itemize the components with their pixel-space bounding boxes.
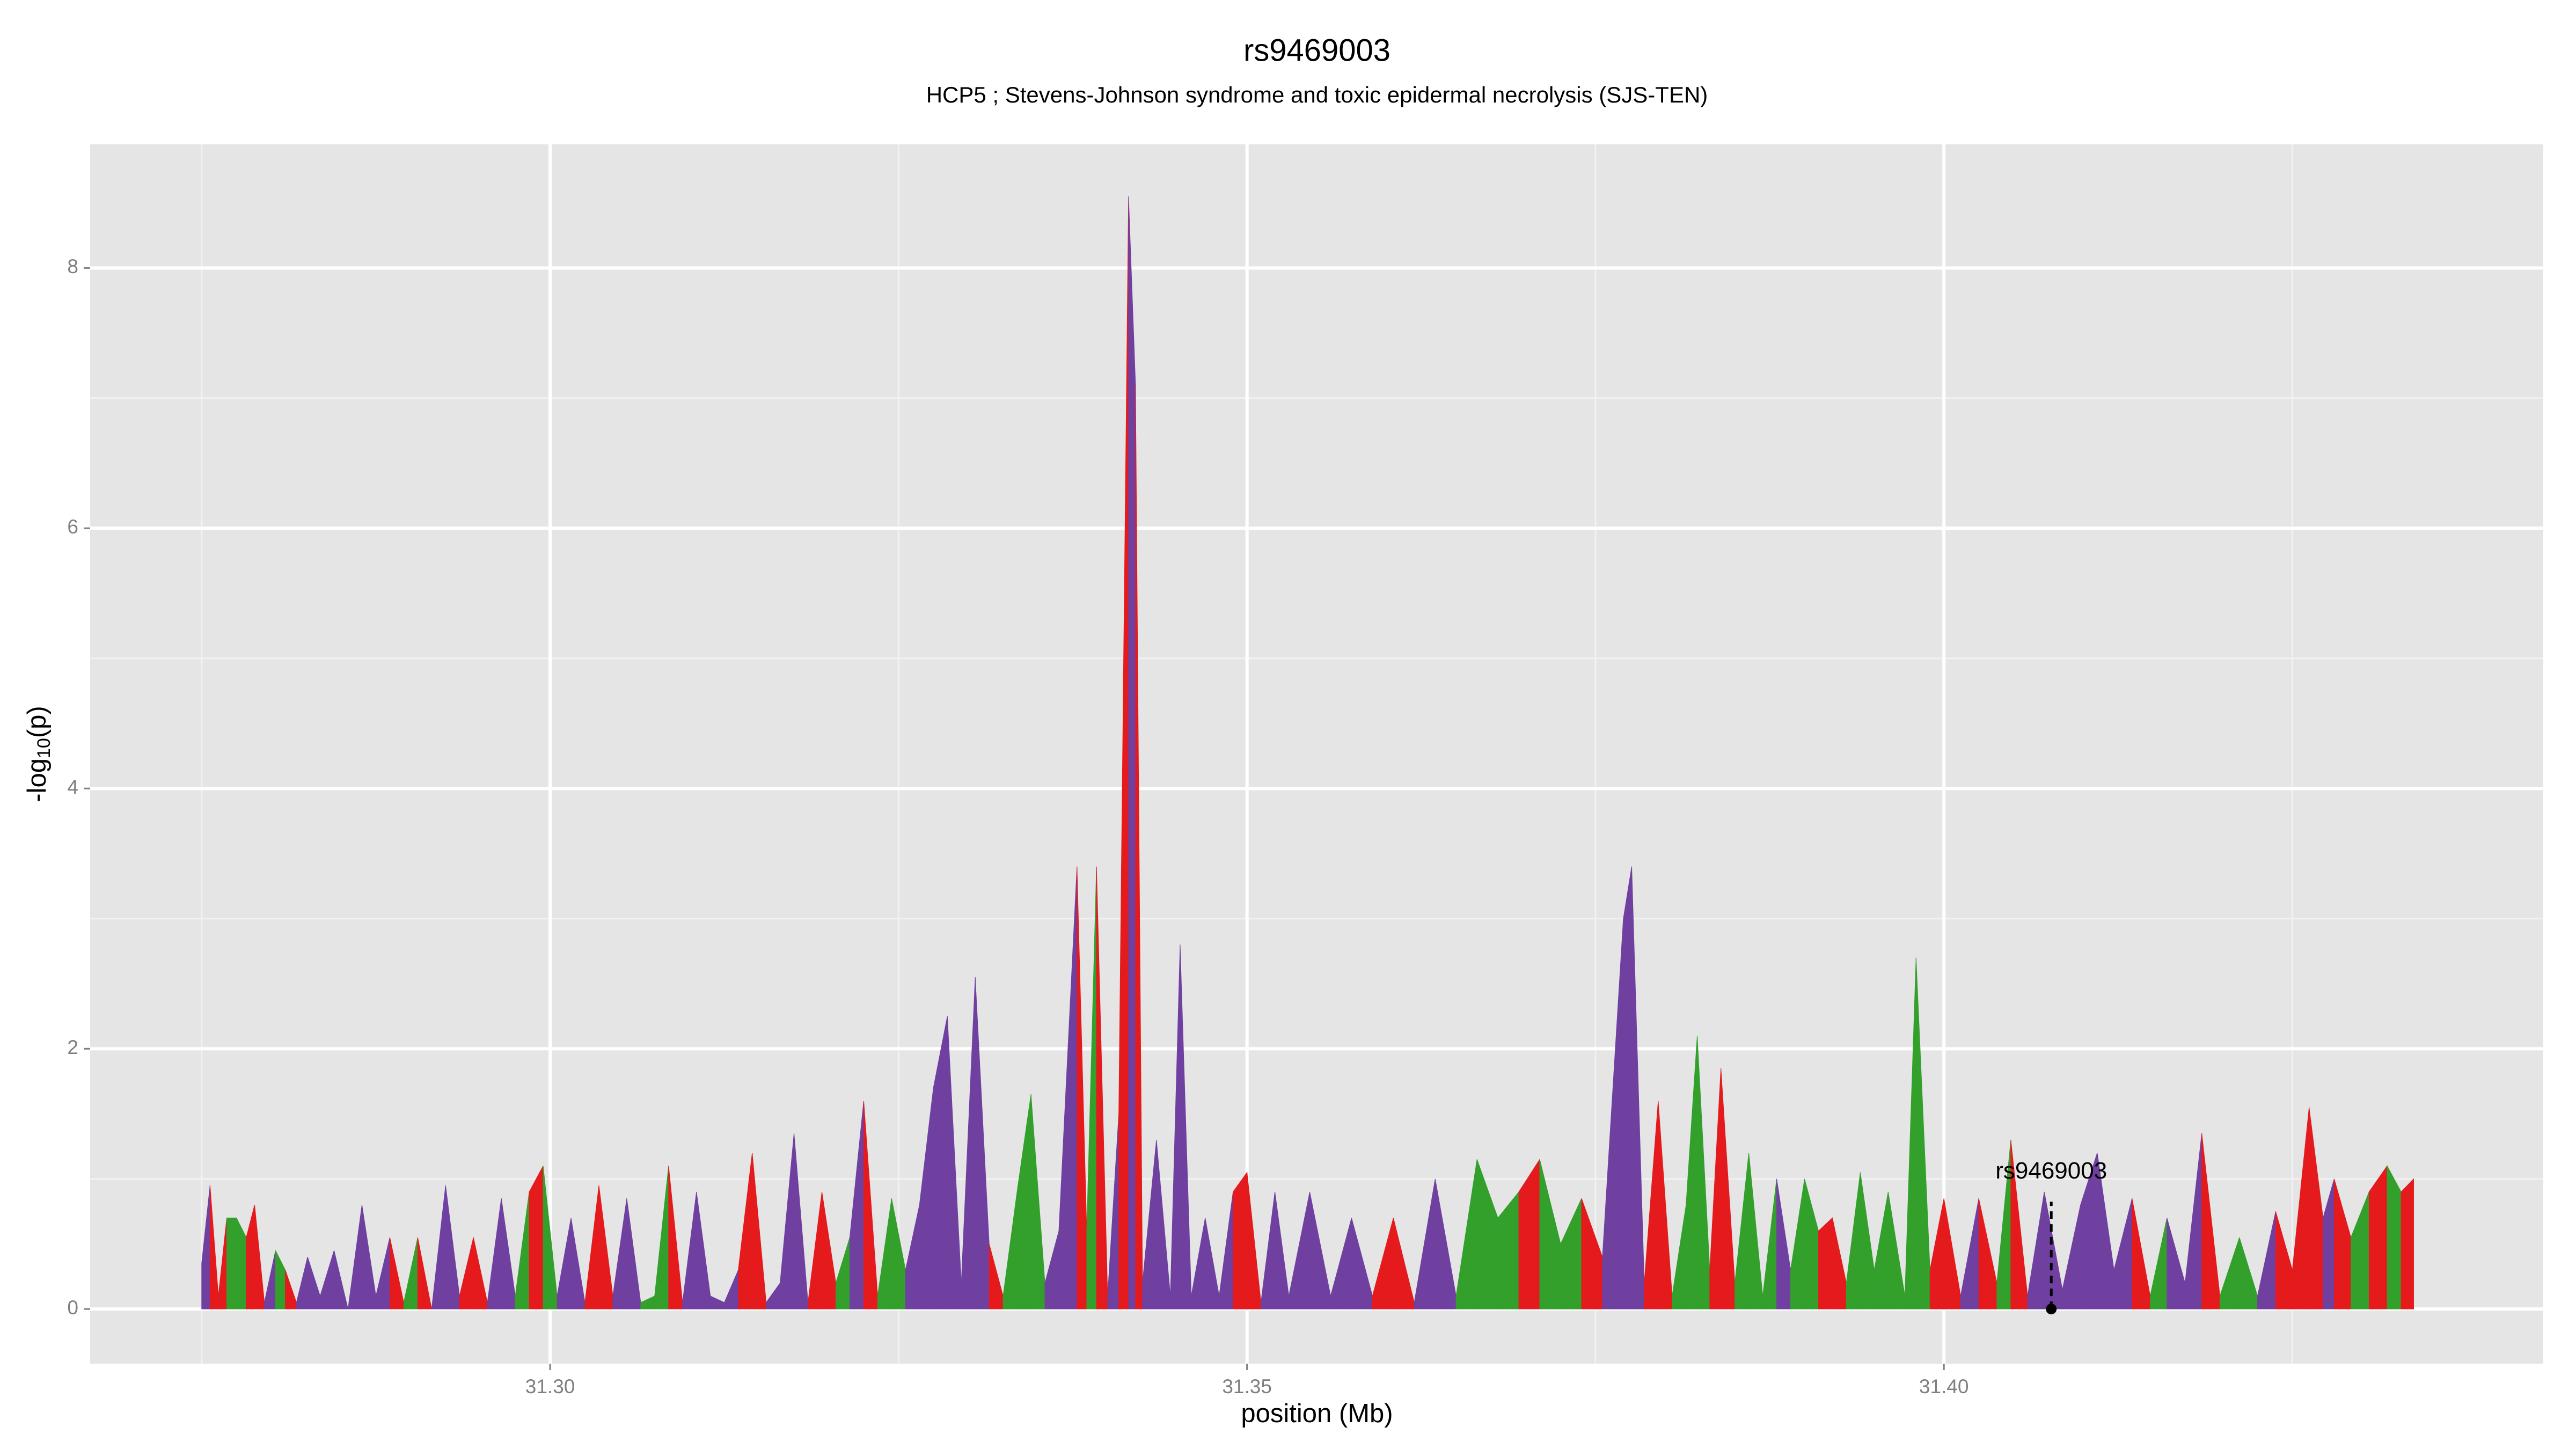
chart-title: rs9469003 — [1243, 33, 1391, 68]
area-segment — [417, 1237, 432, 1309]
area-segment — [1623, 866, 1632, 1309]
x-tick-label: 31.40 — [1919, 1375, 1969, 1397]
y-tick-label: 4 — [67, 776, 78, 798]
y-axis-title-tail: (p) — [23, 706, 52, 738]
y-tick-label: 0 — [67, 1297, 78, 1319]
y-axis-title-sub: 10 — [34, 738, 54, 758]
annotation-point — [2046, 1304, 2057, 1315]
x-axis-title: position (Mb) — [1241, 1399, 1393, 1428]
area — [201, 196, 2414, 1309]
area-segment — [334, 1250, 349, 1309]
y-axis-title: -log10(p) — [23, 706, 54, 802]
area-segment — [1818, 1217, 1833, 1309]
x-tick-label: 31.30 — [525, 1375, 575, 1397]
area-segment — [226, 1217, 237, 1309]
y-tick-label: 6 — [67, 516, 78, 538]
y-tick-label: 8 — [67, 255, 78, 277]
x-tick-label: 31.35 — [1222, 1375, 1272, 1397]
plot-panel — [90, 144, 2543, 1364]
area-segment — [1233, 1171, 1248, 1309]
y-tick-label: 2 — [67, 1036, 78, 1058]
chart-subtitle: HCP5 ; Stevens-Johnson syndrome and toxi… — [926, 82, 1708, 107]
area-segment — [2401, 1178, 2414, 1309]
y-axis-title-main: -log — [23, 758, 52, 802]
area-segment — [1128, 196, 1136, 1309]
annotation-label: rs9469003 — [1995, 1158, 2107, 1184]
